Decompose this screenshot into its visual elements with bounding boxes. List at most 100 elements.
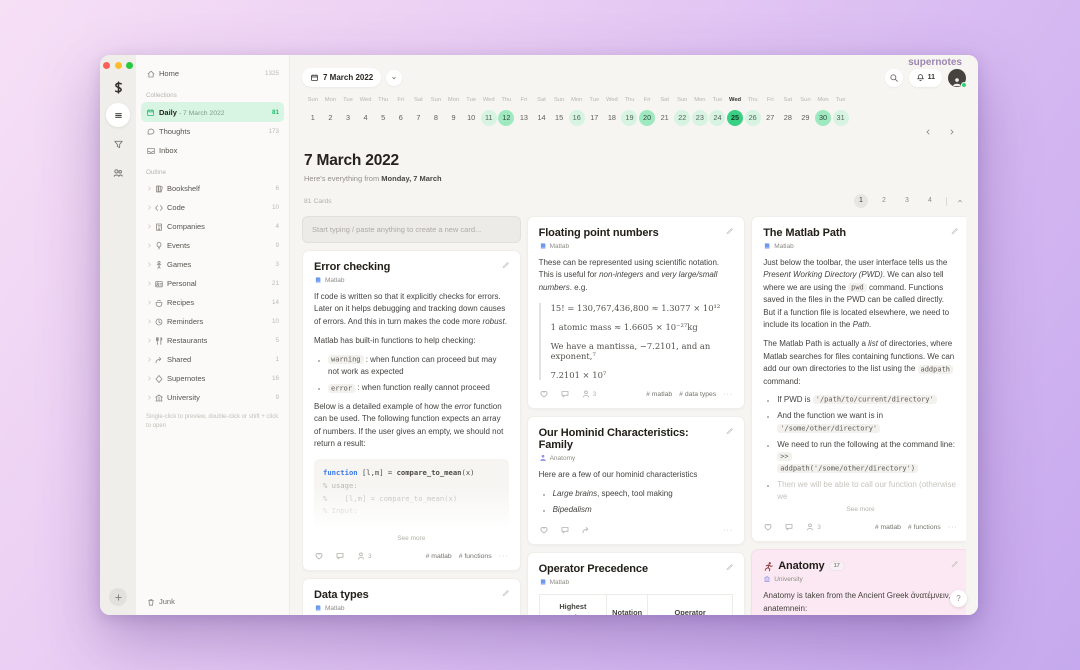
calendar-day-10[interactable]: Tue 10	[462, 97, 480, 141]
sidebar-item-bookshelf[interactable]: Bookshelf 6	[136, 179, 289, 198]
sidebar-item-inbox[interactable]: Inbox	[136, 141, 289, 160]
card-floating-point-numbers[interactable]: Floating point numbers Matlab These can be…	[526, 216, 746, 410]
calendar-day-18[interactable]: Wed 18	[603, 97, 621, 141]
card-hashtag[interactable]: # data types	[679, 390, 717, 398]
card-hashtag[interactable]: # matlab	[874, 523, 901, 531]
calendar-day-15[interactable]: Sun 15	[550, 97, 568, 141]
card-collection-tag[interactable]: Anatomy	[539, 454, 734, 462]
collapse-pagination-button[interactable]	[956, 197, 964, 205]
calendar-day-29[interactable]: Sun 29	[797, 97, 815, 141]
edit-pencil-icon[interactable]	[950, 226, 959, 235]
help-button[interactable]: ?	[950, 590, 967, 607]
collaborators-button[interactable]: 3	[581, 389, 596, 399]
close-window-button[interactable]	[103, 62, 110, 69]
notifications-button[interactable]: 11	[908, 68, 942, 87]
calendar-day-2[interactable]: Mon 2	[322, 97, 340, 141]
sidebar-item-daily[interactable]: Daily - 7 March 2022 81	[141, 102, 284, 122]
heart-button[interactable]	[763, 522, 773, 532]
sidebar-item-supernotes[interactable]: Supernotes 16	[136, 369, 289, 388]
edit-pencil-icon[interactable]	[501, 260, 510, 269]
calendar-day-3[interactable]: Tue 3	[339, 97, 357, 141]
edit-pencil-icon[interactable]	[950, 559, 959, 568]
calendar-day-27[interactable]: Fri 27	[761, 97, 779, 141]
card-hashtag[interactable]: # functions	[907, 523, 941, 531]
calendar-day-26[interactable]: Thu 26	[744, 97, 762, 141]
collaborators-button[interactable]: 3	[356, 551, 372, 561]
search-button[interactable]	[884, 68, 903, 87]
more-options-button[interactable]: ···	[947, 523, 958, 531]
sidebar-item-personal[interactable]: Personal 21	[136, 274, 289, 293]
calendar-day-16[interactable]: Mon 16	[568, 97, 586, 141]
card-data-types[interactable]: Data typesMatlabMatlab values/variables …	[302, 578, 521, 615]
card-anatomy[interactable]: Anatomy 17 University Anatomy is taken from…	[751, 549, 966, 615]
calendar-day-28[interactable]: Sat 28	[779, 97, 797, 141]
calendar-day-31[interactable]: Tue 31	[832, 97, 850, 141]
calendar-day-25[interactable]: Wed 25	[726, 97, 744, 141]
see-more-link[interactable]: See more	[397, 535, 426, 543]
sidebar-item-shared[interactable]: Shared 1	[136, 350, 289, 369]
comment-button[interactable]	[784, 522, 794, 532]
calendar-day-1[interactable]: Sun 1	[304, 97, 322, 141]
calendar-day-30[interactable]: Mon 30	[814, 97, 832, 141]
sidebar-item-thoughts[interactable]: Thoughts 173	[136, 122, 289, 141]
calendar-day-19[interactable]: Thu 19	[621, 97, 639, 141]
page-button-3[interactable]: 3	[905, 197, 909, 204]
sidebar-item-restaurants[interactable]: Restaurants 5	[136, 331, 289, 350]
calendar-day-22[interactable]: Sun 22	[673, 97, 691, 141]
card-hashtag[interactable]: # matlab	[425, 552, 452, 560]
user-avatar[interactable]	[948, 68, 967, 88]
card-operator-precedence[interactable]: Operator Precedence Matlab Highest Precede…	[526, 552, 746, 615]
share-button[interactable]	[581, 525, 591, 535]
page-button-4[interactable]: 4	[928, 197, 932, 204]
page-button-1[interactable]: 1	[854, 194, 868, 208]
calendar-day-17[interactable]: Tue 17	[586, 97, 604, 141]
card-collection-tag[interactable]: Matlab	[539, 578, 734, 586]
more-options-button[interactable]: ···	[723, 526, 734, 534]
calendar-day-12[interactable]: Thu 12	[498, 97, 516, 141]
date-filter-dropdown[interactable]	[386, 69, 403, 86]
more-options-button[interactable]: ···	[498, 552, 509, 560]
page-button-2[interactable]: 2	[882, 197, 886, 204]
calendar-day-23[interactable]: Mon 23	[691, 97, 709, 141]
sidebar-item-code[interactable]: Code 10	[136, 198, 289, 217]
collaborators-button[interactable]: 3	[805, 522, 821, 532]
sidebar-item-events[interactable]: Events 9	[136, 236, 289, 255]
card-collection-tag[interactable]: University	[763, 575, 958, 583]
calendar-day-13[interactable]: Fri 13	[515, 97, 533, 141]
card-hashtag[interactable]: # functions	[458, 552, 492, 560]
calendar-day-5[interactable]: Thu 5	[374, 97, 392, 141]
calendar-prev-button[interactable]	[924, 128, 932, 136]
edit-pencil-icon[interactable]	[725, 562, 734, 571]
calendar-day-11[interactable]: Wed 11	[480, 97, 498, 141]
calendar-day-24[interactable]: Tue 24	[709, 97, 727, 141]
heart-button[interactable]	[314, 551, 324, 561]
edit-pencil-icon[interactable]	[725, 426, 734, 435]
filter-button[interactable]	[106, 132, 130, 156]
card-collection-tag[interactable]: Matlab	[539, 242, 734, 250]
see-more-link[interactable]: See more	[846, 506, 875, 514]
comment-button[interactable]	[335, 551, 345, 561]
sidebar-item-home[interactable]: Home 1325	[136, 64, 289, 83]
card-collection-tag[interactable]: Matlab	[314, 276, 509, 284]
edit-pencil-icon[interactable]	[725, 226, 734, 235]
date-filter-chip[interactable]: 7 March 2022	[302, 68, 382, 87]
calendar-next-button[interactable]	[948, 128, 956, 136]
calendar-day-20[interactable]: Fri 20	[638, 97, 656, 141]
edit-pencil-icon[interactable]	[501, 588, 510, 597]
calendar-day-6[interactable]: Fri 6	[392, 97, 410, 141]
calendar-day-21[interactable]: Sat 21	[656, 97, 674, 141]
sidebar-item-reminders[interactable]: Reminders 10	[136, 312, 289, 331]
calendar-day-8[interactable]: Sun 8	[427, 97, 445, 141]
sidebar-item-junk[interactable]: Junk	[136, 592, 289, 611]
zoom-window-button[interactable]	[126, 62, 133, 69]
more-options-button[interactable]: ···	[723, 390, 734, 398]
card-error-checking[interactable]: Error checking Matlab If code is written s…	[302, 250, 521, 572]
members-button[interactable]	[106, 161, 130, 185]
new-card-input[interactable]	[302, 216, 521, 243]
card-the-matlab-path[interactable]: The Matlab Path Matlab Just below the tool…	[751, 216, 966, 543]
card-collection-tag[interactable]: Matlab	[314, 604, 509, 612]
calendar-day-9[interactable]: Mon 9	[445, 97, 463, 141]
calendar-day-4[interactable]: Wed 4	[357, 97, 375, 141]
sidebar-item-recipes[interactable]: Recipes 14	[136, 293, 289, 312]
minimize-window-button[interactable]	[114, 62, 122, 69]
